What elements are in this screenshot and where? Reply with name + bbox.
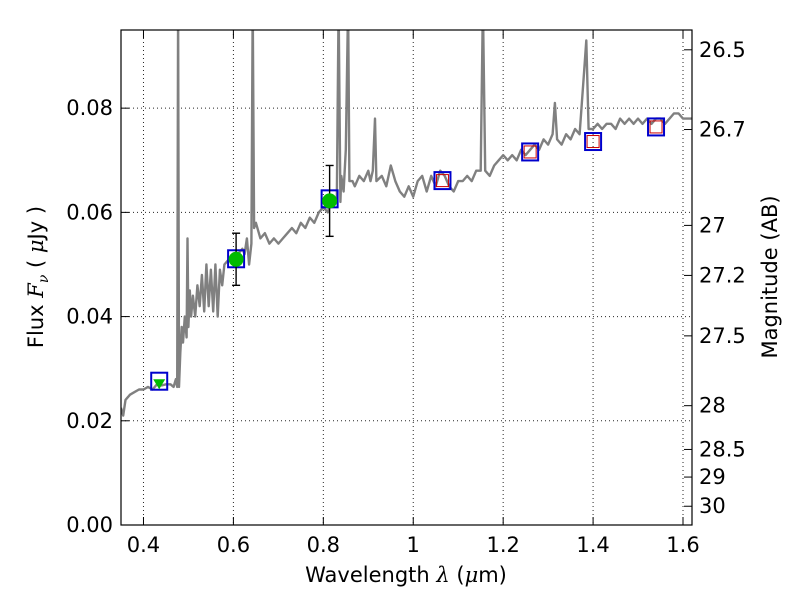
detection-marker [322, 193, 338, 209]
upper-limit-marker [586, 135, 600, 149]
model-flux-marker [584, 132, 603, 152]
mag-tick-label: 29 [699, 465, 726, 489]
x-axis-label: Wavelength λ (μm) [305, 563, 507, 587]
plot-frame [120, 29, 693, 526]
y-tick-label: 0.00 [66, 513, 113, 537]
model-flux-marker [150, 371, 169, 391]
axis-ticks: 0.4 0.6 0.8 1 1.2 1.4 1.6 0.00 0.02 0.04 0.06 0.08 2… [66, 30, 746, 557]
model-flux-marker [647, 117, 666, 137]
y-tick-label: 0.04 [66, 305, 113, 329]
x-tick-label: 0.4 [127, 533, 160, 557]
y-axis-label: Flux Fν ( μJy ) [24, 206, 52, 348]
nondetection-marker [153, 379, 166, 390]
photometry-markers [150, 117, 666, 391]
y-tick-label: 0.06 [66, 200, 113, 224]
mag-tick-label: 28 [699, 394, 726, 418]
x-tick-label: 1 [407, 533, 420, 557]
x-tick-label: 0.6 [217, 533, 250, 557]
spectrum-line [121, 30, 692, 417]
mag-tick-label: 30 [699, 494, 726, 518]
mag-tick-label: 26.7 [699, 118, 746, 142]
upper-limit-marker [649, 120, 663, 134]
x-tick-label: 1.6 [666, 533, 699, 557]
y-tick-label: 0.08 [66, 96, 113, 120]
y-tick-label: 0.02 [66, 409, 113, 433]
x-tick-label: 1.4 [576, 533, 609, 557]
grid-lines [121, 30, 692, 526]
mag-tick-label: 27 [699, 213, 726, 237]
mag-tick-label: 26.5 [699, 38, 746, 62]
mag-tick-label: 28.5 [699, 437, 746, 461]
x-tick-label: 1.2 [486, 533, 519, 557]
mag-tick-label: 27.2 [699, 263, 746, 287]
upper-limit-marker [435, 174, 449, 188]
upper-limit-marker [523, 145, 537, 159]
magnitude-axis-label: Magnitude (AB) [758, 195, 782, 358]
x-tick-label: 0.8 [307, 533, 340, 557]
detection-marker [228, 251, 244, 267]
mag-tick-label: 27.5 [699, 324, 746, 348]
model-flux-marker [521, 142, 540, 162]
model-flux-marker [433, 171, 452, 191]
